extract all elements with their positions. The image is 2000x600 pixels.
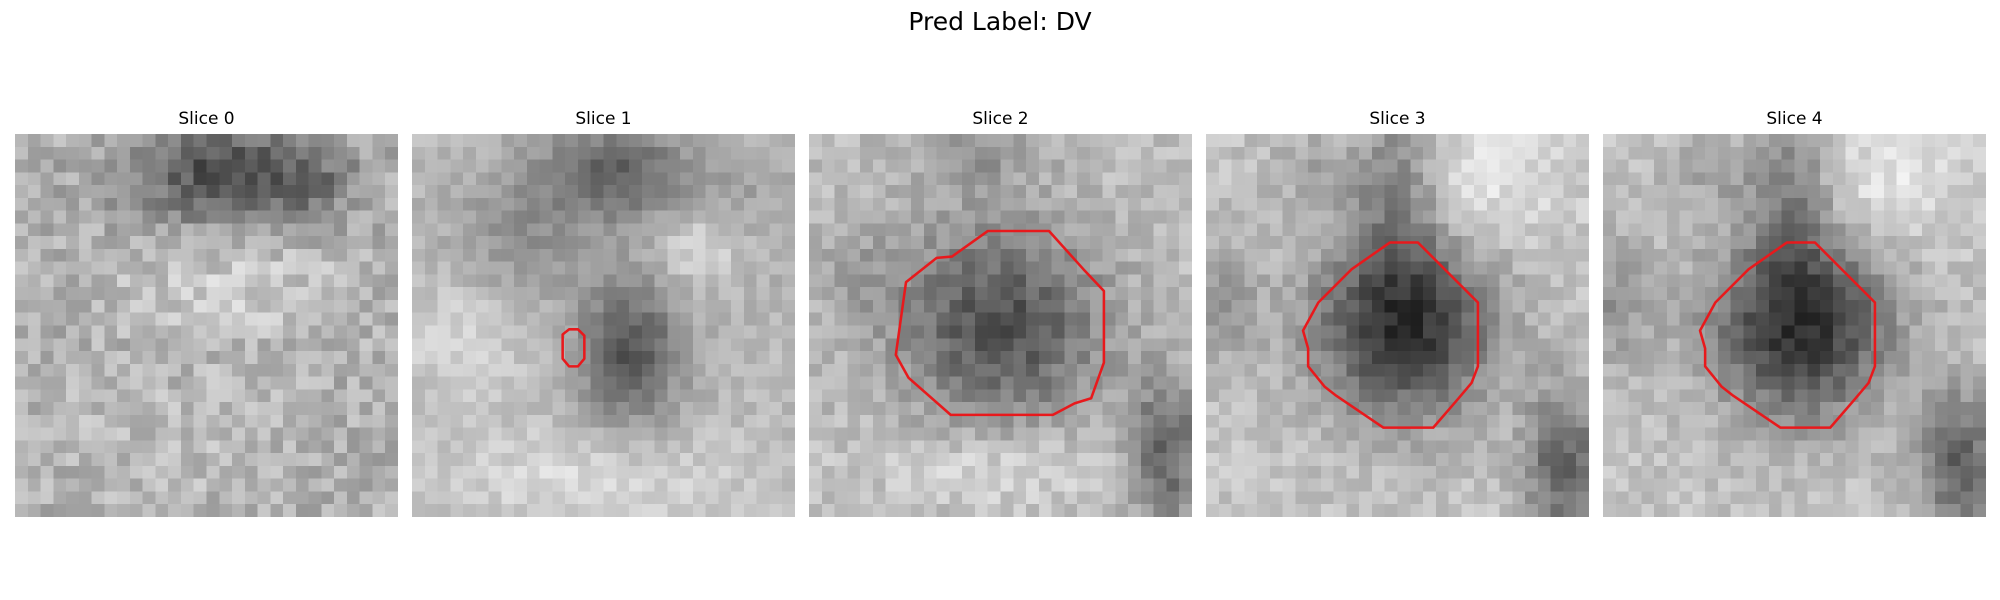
slice-image [809,134,1192,517]
pixel-grid [412,134,795,517]
segmentation-contour [561,328,586,368]
slice-title: Slice 4 [1766,109,1823,129]
figure-title: Pred Label: DV [908,7,1092,36]
pixel-grid [15,134,398,517]
slice-title: Slice 3 [1369,109,1426,129]
slice-title: Slice 0 [178,109,235,129]
slice-title: Slice 1 [575,109,632,129]
slice-image [1603,134,1986,517]
slice-image [1206,134,1589,517]
segmentation-contour [1301,241,1480,429]
segmentation-contour [1698,241,1877,429]
slice-image [15,134,398,517]
pixel-grid [1206,134,1589,517]
slice-title: Slice 2 [972,109,1029,129]
pixel-grid [809,134,1192,517]
slice-image [412,134,795,517]
pixel-grid [1603,134,1986,517]
segmentation-contour [894,229,1106,417]
